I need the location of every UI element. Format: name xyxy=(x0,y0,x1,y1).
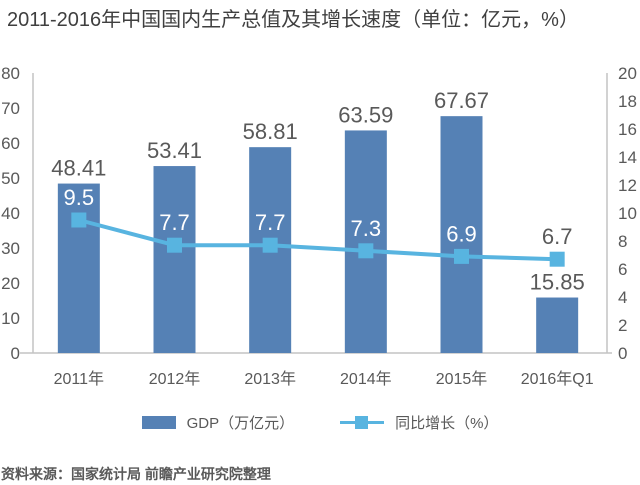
right-axis-tick-label: 2 xyxy=(618,316,627,335)
gdp-value-label: 67.67 xyxy=(434,88,489,113)
chart-canvas: 0 10 20 30 40 50 60 70 80 0 2 4 6 8 10 12 14 16 18 20 48.41 5… xyxy=(1,64,637,388)
growth-legend-label: 同比增长（%） xyxy=(395,414,499,432)
left-axis-tick-label: 20 xyxy=(1,274,20,293)
source-note: 资料来源：国家统计局 前瞻产业研究院整理 xyxy=(1,466,271,482)
chart-title: 2011-2016年中国国内生产总值及其增长速度（单位：亿元，%） xyxy=(7,9,579,31)
left-axis-tick-label: 50 xyxy=(1,169,20,188)
gdp-bar-2011年 xyxy=(57,183,100,353)
gdp-bar-swatch-icon xyxy=(141,415,176,429)
gdp-value-label: 63.59 xyxy=(338,102,393,127)
x-axis-category-label: 2011年 xyxy=(54,370,104,388)
x-axis-category-label: 2013年 xyxy=(244,370,296,388)
right-axis-tick-label: 10 xyxy=(618,204,637,223)
growth-value-label: 6.7 xyxy=(542,224,573,249)
gdp-bar-2012年 xyxy=(153,166,196,353)
growth-value-label: 6.9 xyxy=(446,221,477,246)
gdp-bar-2014年 xyxy=(344,130,387,353)
gdp-value-label: 53.41 xyxy=(147,138,202,163)
gdp-legend-label: GDP（万亿元） xyxy=(186,414,295,432)
growth-line xyxy=(76,218,560,262)
left-axis-tick-label: 10 xyxy=(1,309,20,328)
right-axis-tick-label: 4 xyxy=(618,288,627,307)
right-axis-tick-label: 12 xyxy=(618,176,637,195)
left-axis-tick-label: 80 xyxy=(1,64,20,83)
x-axis-category-label: 2016年Q1 xyxy=(521,370,594,388)
right-axis-tick-label: 18 xyxy=(618,92,637,111)
gdp-value-label: 48.41 xyxy=(51,156,106,181)
growth-marker-2016年Q1 xyxy=(549,251,565,267)
growth-marker-2015年 xyxy=(454,248,469,264)
left-axis-tick-label: 0 xyxy=(11,344,20,363)
growth-value-label: 7.7 xyxy=(255,210,286,235)
square-marker-icon xyxy=(355,415,369,429)
x-axis-category-label: 2015年 xyxy=(436,370,488,388)
growth-value-label: 7.3 xyxy=(351,216,382,241)
right-axis-tick-label: 16 xyxy=(618,120,637,139)
growth-value-label: 7.7 xyxy=(159,210,190,235)
growth-value-label: 9.5 xyxy=(64,185,95,210)
gdp-bar-2016年Q1 xyxy=(536,297,579,353)
x-axis-category-label: 2014年 xyxy=(340,370,392,388)
right-axis-tick-label: 20 xyxy=(618,64,637,83)
gdp-bar-2015年 xyxy=(440,116,483,353)
growth-marker-2014年 xyxy=(358,243,374,259)
growth-marker-2013年 xyxy=(262,237,278,253)
right-axis-tick-label: 8 xyxy=(618,232,627,251)
gdp-value-label: 15.85 xyxy=(530,270,585,295)
right-axis-tick-label: 14 xyxy=(618,148,637,167)
left-axis-tick-label: 40 xyxy=(1,204,20,223)
left-axis-tick-label: 60 xyxy=(1,134,20,153)
left-axis-tick-label: 70 xyxy=(1,99,20,118)
legend-item-gdp: GDP（万亿元） xyxy=(141,412,295,433)
growth-line-swatch-icon xyxy=(340,415,385,430)
legend-item-growth: 同比增长（%） xyxy=(340,412,498,433)
x-axis-category-label: 2012年 xyxy=(149,370,201,388)
growth-marker-2012年 xyxy=(167,237,182,253)
right-axis-tick-label: 0 xyxy=(618,344,627,363)
right-axis-tick-label: 6 xyxy=(618,260,627,279)
gdp-value-label: 58.81 xyxy=(243,119,298,144)
left-axis-tick-label: 30 xyxy=(1,239,20,258)
legend: GDP（万亿元） 同比增长（%） xyxy=(0,409,640,435)
growth-marker-2011年 xyxy=(71,212,87,228)
